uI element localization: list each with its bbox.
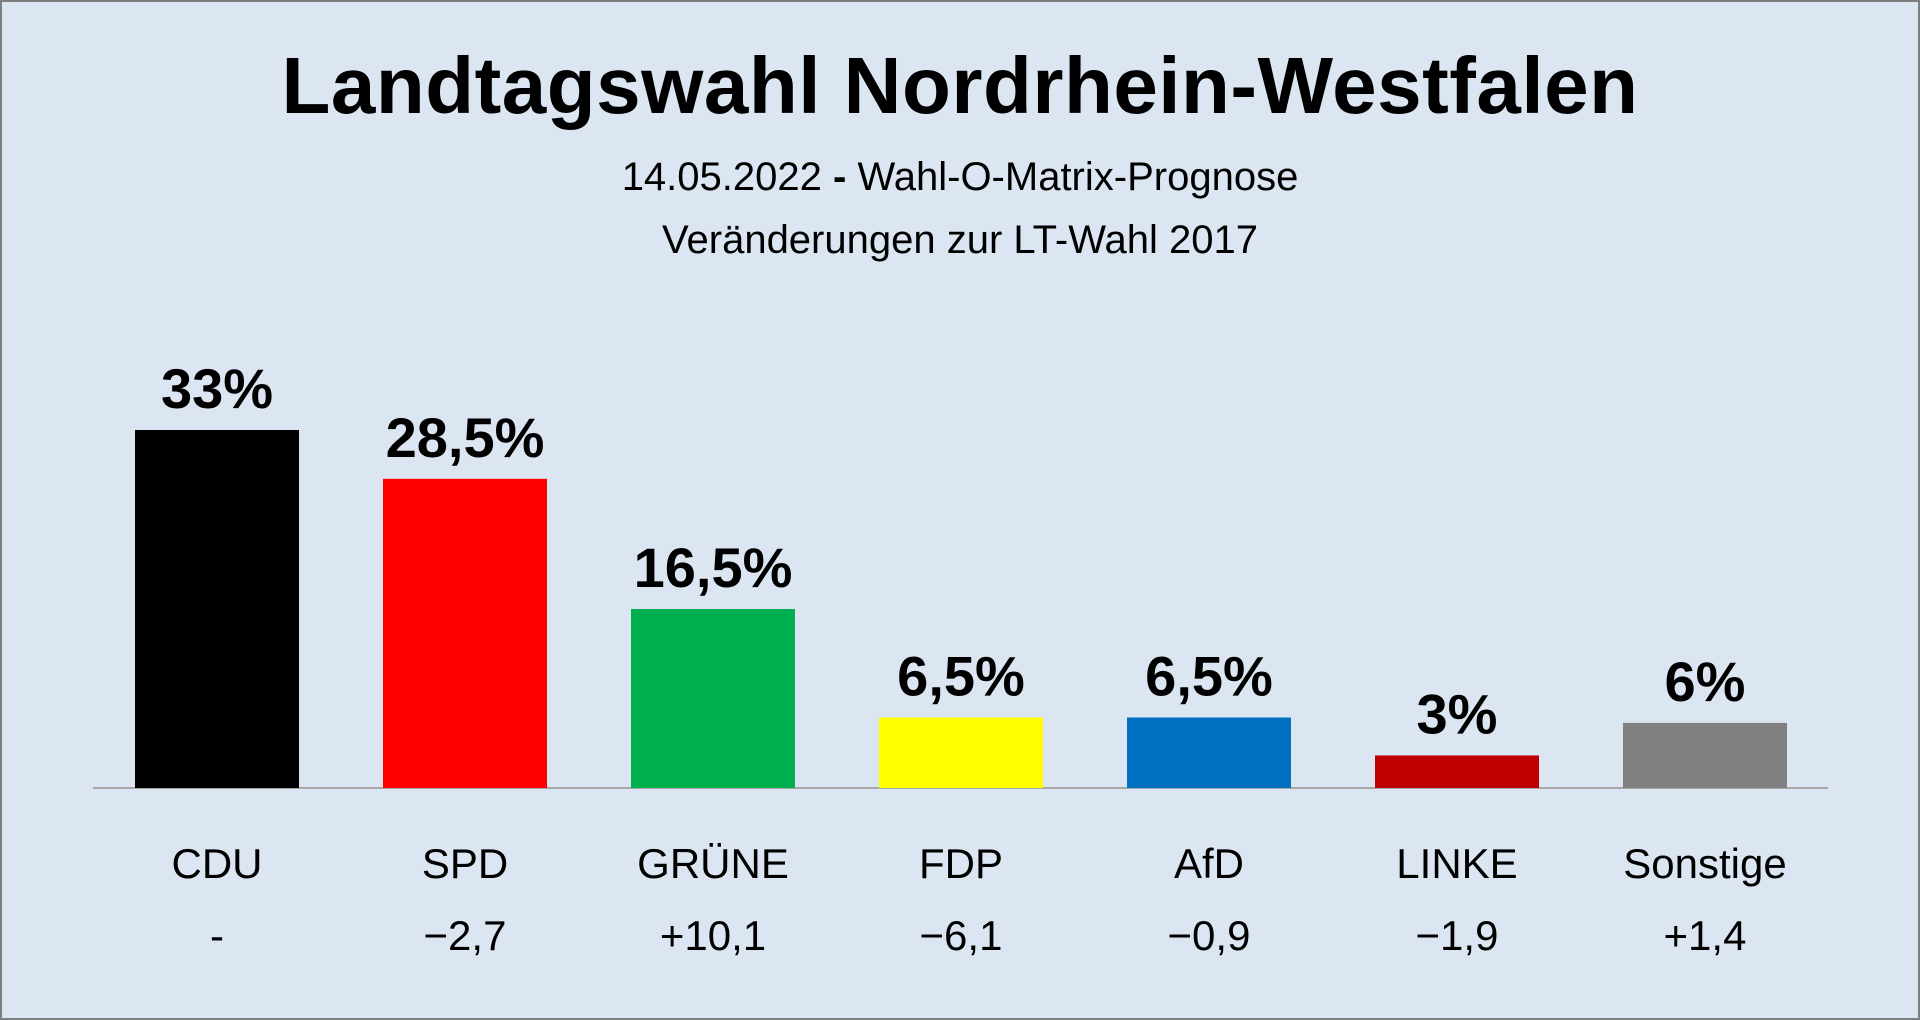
- subtitle-date: 14.05.2022: [621, 155, 822, 199]
- category-label-cdu: CDU: [172, 840, 263, 887]
- bar-spd: [383, 478, 547, 788]
- bar-sonstige: [1623, 722, 1787, 788]
- category-label-fdp: FDP: [919, 840, 1003, 887]
- change-label-fdp: −6,1: [920, 912, 1003, 959]
- bar-gr-ne: [631, 609, 795, 788]
- subtitle-separator: -: [833, 155, 847, 199]
- bar-cdu: [135, 430, 299, 788]
- value-label-sonstige: 6%: [1665, 650, 1746, 713]
- value-label-cdu: 33%: [161, 357, 273, 420]
- change-label-linke: −1,9: [1416, 912, 1499, 959]
- chart-title: Landtagswahl Nordrhein-Westfalen: [281, 41, 1639, 130]
- category-label-gr-ne: GRÜNE: [637, 840, 789, 887]
- chart-subtitle: 14.05.2022 - Wahl-O-Matrix-Prognose: [0, 155, 1920, 200]
- value-label-fdp: 6,5%: [897, 644, 1025, 707]
- change-label-cdu: -: [210, 912, 224, 959]
- value-label-gr-ne: 16,5%: [634, 536, 793, 599]
- category-label-spd: SPD: [422, 840, 508, 887]
- change-label-gr-ne: +10,1: [660, 912, 766, 959]
- bar-fdp: [879, 717, 1043, 788]
- category-label-linke: LINKE: [1396, 840, 1517, 887]
- category-label-afd: AfD: [1174, 840, 1244, 887]
- chart-subtitle-changes: Veränderungen zur LT-Wahl 2017: [662, 218, 1258, 262]
- bar-linke: [1375, 755, 1539, 788]
- value-label-spd: 28,5%: [386, 406, 545, 469]
- bar-afd: [1127, 717, 1291, 788]
- value-label-afd: 6,5%: [1145, 644, 1273, 707]
- change-label-spd: −2,7: [424, 912, 507, 959]
- change-label-sonstige: +1,4: [1664, 912, 1747, 959]
- subtitle-method: Wahl-O-Matrix-Prognose: [857, 155, 1299, 199]
- change-label-afd: −0,9: [1168, 912, 1251, 959]
- category-label-sonstige: Sonstige: [1623, 840, 1786, 887]
- value-label-linke: 3%: [1417, 682, 1498, 745]
